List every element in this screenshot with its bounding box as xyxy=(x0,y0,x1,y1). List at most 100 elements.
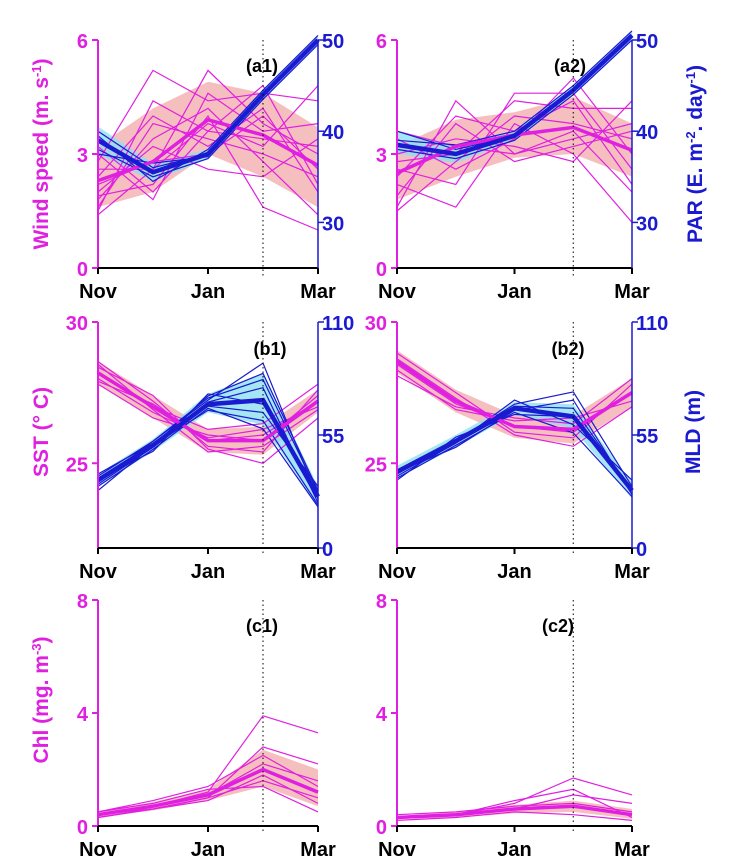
left-member-line xyxy=(396,352,633,439)
x-tick-label: Jan xyxy=(191,561,225,583)
left-member-line xyxy=(97,785,319,813)
left-tick-label: 0 xyxy=(376,259,387,281)
left-member-line xyxy=(97,92,319,201)
right-tick-label: 0 xyxy=(322,539,333,561)
right-member-line xyxy=(396,30,633,146)
right-tick-label: 30 xyxy=(636,213,658,235)
right-axis-title: MLD (m) xyxy=(682,390,705,474)
left-mean-line xyxy=(97,371,320,443)
left-tick-label: 30 xyxy=(66,313,88,335)
left-member-line xyxy=(97,774,319,819)
x-tick-label: Jan xyxy=(497,281,531,303)
right-mean-line xyxy=(395,405,634,492)
right-member-line xyxy=(97,409,319,506)
left-member-line xyxy=(97,377,319,439)
axis-title-text: . day xyxy=(684,83,707,131)
left-uncertainty-band xyxy=(397,97,632,200)
left-axis-title: Chl (mg. m-3) xyxy=(29,636,54,763)
x-tick-label: Mar xyxy=(614,839,650,861)
right-tick-label: 40 xyxy=(636,122,658,144)
panel-annotation: (b1) xyxy=(254,339,287,359)
left-tick-label: 6 xyxy=(77,31,88,53)
left-tick-label: 8 xyxy=(376,591,387,613)
left-tick-label: 25 xyxy=(365,454,387,476)
left-tick-label: 8 xyxy=(77,591,88,613)
right-mean-line xyxy=(96,397,320,498)
left-member-line xyxy=(97,69,319,162)
x-tick-label: Nov xyxy=(79,839,118,861)
right-member-line xyxy=(396,411,633,498)
left-member-line xyxy=(97,780,319,816)
panel-annotation: (c1) xyxy=(246,616,278,636)
axis-title-text: SST (° C) xyxy=(30,387,53,477)
axis-title-superscript: -1 xyxy=(683,72,698,84)
panel-annotation: (b2) xyxy=(552,339,585,359)
x-tick-label: Jan xyxy=(497,839,531,861)
axis-title-text: ) xyxy=(30,636,53,643)
left-member-line xyxy=(396,811,633,821)
left-member-line xyxy=(396,375,633,425)
x-tick-label: Jan xyxy=(497,561,531,583)
axis-title-text: MLD (m) xyxy=(682,390,705,474)
left-tick-label: 6 xyxy=(376,31,387,53)
right-tick-label: 55 xyxy=(322,426,344,448)
axis-title-text: Chl (mg. m xyxy=(30,655,53,764)
x-tick-label: Nov xyxy=(79,561,118,583)
left-mean-line xyxy=(97,117,319,183)
axis-title-text: ) xyxy=(684,65,707,72)
left-tick-label: 0 xyxy=(376,817,387,839)
left-tick-label: 3 xyxy=(376,145,387,167)
right-axis-title: PAR (E. m-2. day-1) xyxy=(683,65,708,243)
x-tick-label: Jan xyxy=(191,281,225,303)
axis-title-text: Wind speed (m. s xyxy=(30,77,53,250)
left-member-line xyxy=(396,802,633,816)
panel-annotation: (a1) xyxy=(246,56,278,76)
axis-title-text: ) xyxy=(30,58,53,65)
panel-c1: 0 4 8 Nov Jan Mar (c1) Chl (mg. m-3) xyxy=(29,591,336,861)
panel-annotation: (c2) xyxy=(542,616,574,636)
panel-b1: 25 30 0 55 110 Nov Jan Mar (b1) SST (° C) xyxy=(30,313,354,583)
right-tick-label: 110 xyxy=(636,313,668,335)
right-member-line xyxy=(97,407,319,508)
x-tick-label: Jan xyxy=(191,839,225,861)
left-tick-label: 0 xyxy=(77,817,88,839)
right-tick-label: 55 xyxy=(636,426,658,448)
left-member-line xyxy=(396,122,633,223)
x-tick-label: Mar xyxy=(300,561,336,583)
panel-a2: 0 3 6 30 40 50 Nov Jan Mar (a2) PAR (E. m-2. day-1… xyxy=(376,30,708,303)
x-tick-label: Nov xyxy=(378,839,417,861)
left-tick-label: 25 xyxy=(66,454,88,476)
left-tick-label: 30 xyxy=(365,313,387,335)
right-tick-label: 110 xyxy=(322,313,354,335)
left-member-line xyxy=(97,754,319,813)
right-mean-line xyxy=(396,33,634,157)
panel-c2: 0 4 8 Nov Jan Mar (c2) xyxy=(376,591,650,861)
left-member-line xyxy=(97,114,319,231)
x-tick-label: Mar xyxy=(300,281,336,303)
panel-a1: 0 3 6 30 40 50 Nov Jan Mar (a1) Wind speed (m. s-1… xyxy=(29,31,345,303)
right-tick-label: 50 xyxy=(322,31,344,53)
right-tick-label: 40 xyxy=(322,122,344,144)
x-tick-label: Nov xyxy=(378,281,417,303)
left-member-line xyxy=(97,122,319,208)
panel-annotation: (a2) xyxy=(554,56,586,76)
left-tick-label: 3 xyxy=(77,145,88,167)
left-mean-line xyxy=(396,804,633,820)
left-member-line xyxy=(396,92,633,186)
axis-title-superscript: -1 xyxy=(29,65,44,77)
x-tick-label: Mar xyxy=(300,839,336,861)
left-tick-label: 4 xyxy=(376,704,388,726)
x-tick-label: Mar xyxy=(614,561,650,583)
x-tick-label: Mar xyxy=(614,281,650,303)
right-tick-label: 30 xyxy=(322,213,344,235)
left-axis-title: Wind speed (m. s-1) xyxy=(29,58,54,249)
axis-title-superscript: -3 xyxy=(29,643,44,655)
axis-title-superscript: -2 xyxy=(683,131,698,143)
left-member-line xyxy=(396,358,633,447)
x-tick-label: Nov xyxy=(79,281,118,303)
left-member-line xyxy=(396,77,633,170)
right-tick-label: 0 xyxy=(636,539,647,561)
left-mean-line xyxy=(97,767,319,817)
left-member-line xyxy=(97,99,319,212)
